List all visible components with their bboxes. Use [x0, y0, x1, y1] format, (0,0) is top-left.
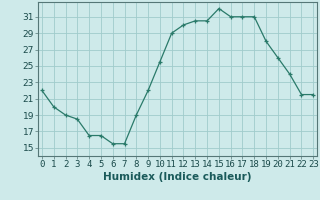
X-axis label: Humidex (Indice chaleur): Humidex (Indice chaleur) [103, 172, 252, 182]
